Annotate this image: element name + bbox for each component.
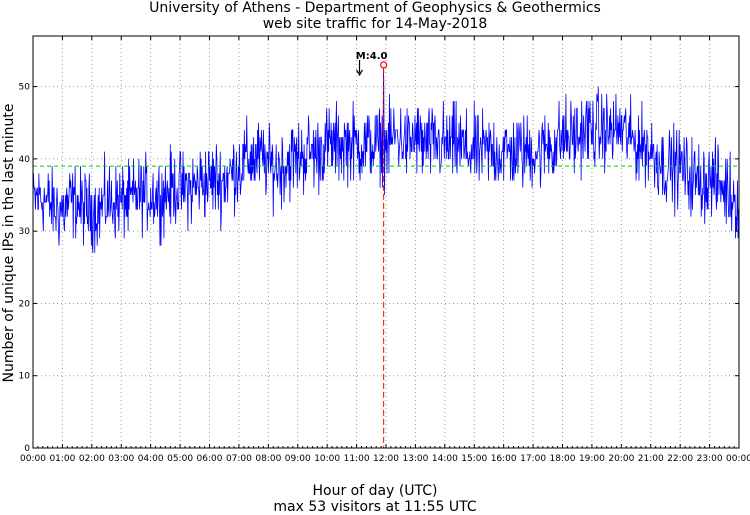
x-tick-label: 22:00 — [667, 454, 693, 464]
grid — [33, 36, 739, 448]
earthquake-arrow-head — [356, 69, 364, 77]
x-tick-label: 03:00 — [108, 454, 134, 464]
x-tick-label: 04:00 — [138, 454, 164, 464]
y-tick-label: 30 — [19, 227, 31, 237]
y-tick-label: 10 — [19, 372, 31, 382]
x-tick-label: 08:00 — [255, 454, 281, 464]
traffic-series-line — [32, 64, 739, 253]
y-tick-label: 0 — [24, 444, 30, 454]
series-layer — [32, 64, 739, 253]
x-tick-label: 10:00 — [314, 454, 340, 464]
max-marker-point — [380, 61, 388, 69]
chart-title: University of Athens - Department of Geo… — [149, 0, 601, 16]
y-tick-label: 50 — [19, 83, 31, 93]
axis-layer: 00:00 01:00 02:00 03:00 04:00 05:00 06:00 07:00… — [19, 36, 750, 464]
x-tick-label: 14:00 — [432, 454, 458, 464]
plot-frame — [32, 35, 740, 449]
x-tick-label: 02:00 — [79, 454, 105, 464]
x-tick-label: 13:00 — [402, 454, 428, 464]
x-tick-label: 19:00 — [579, 454, 605, 464]
x-tick-label: 05:00 — [167, 454, 193, 464]
x-tick-label: 09:00 — [285, 454, 311, 464]
magnitude-label: M:4.0 — [356, 51, 388, 62]
x-tick-label: 17:00 — [520, 454, 546, 464]
x-axis-label: Hour of day (UTC) — [312, 483, 438, 499]
x-tick-label: 18:00 — [550, 454, 576, 464]
x-tick-label: 23:00 — [697, 454, 723, 464]
x-tick-label: 20:00 — [608, 454, 634, 464]
overlay-layer: M:4.0 — [33, 51, 739, 448]
x-tick-label: 00:00 — [726, 454, 750, 464]
x-tick-label: 01:00 — [49, 454, 75, 464]
x-tick-label: 00:00 — [20, 454, 46, 464]
x-tick-label: 15:00 — [461, 454, 487, 464]
x-tick-label: 16:00 — [491, 454, 517, 464]
y-tick-label: 40 — [19, 155, 31, 165]
max-visitors-note: max 53 visitors at 11:55 UTC — [273, 499, 477, 515]
x-tick-label: 11:00 — [344, 454, 370, 464]
chart-subtitle: web site traffic for 14-May-2018 — [262, 16, 488, 32]
y-tick-label: 20 — [19, 299, 31, 309]
x-tick-label: 21:00 — [638, 454, 664, 464]
x-tick-label: 06:00 — [197, 454, 223, 464]
y-axis-label: Number of unique IPs in the last minute — [1, 103, 17, 383]
x-tick-label: 07:00 — [226, 454, 252, 464]
x-tick-label: 12:00 — [373, 454, 399, 464]
